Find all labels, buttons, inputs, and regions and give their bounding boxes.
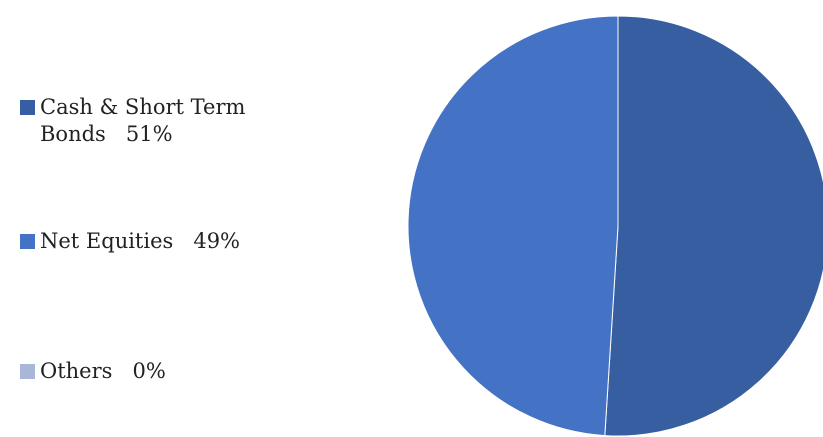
pie-slice-net-equities	[407, 15, 619, 437]
legend-text-cash-short-term-bonds: Cash & Short Term Bonds 51%	[40, 94, 245, 148]
legend-text-others: Others 0%	[40, 358, 166, 385]
legend-value-cash-short-term-bonds: 51%	[125, 122, 173, 146]
legend-text-net-equities: Net Equities 49%	[40, 228, 240, 255]
legend-value-net-equities: 49%	[193, 229, 241, 253]
legend-item-others: Others 0%	[20, 358, 166, 385]
legend-label-net-equities: Net Equities	[40, 229, 174, 253]
legend-item-net-equities: Net Equities 49%	[20, 228, 240, 255]
legend-value-others: 0%	[132, 359, 166, 383]
legend-label-others: Others	[40, 359, 113, 383]
legend-swatch-cash-short-term-bonds	[20, 100, 35, 115]
pie-slice-cash-short-term-bonds	[604, 15, 823, 437]
legend-swatch-others	[20, 364, 35, 379]
legend-label-cash-short-term-bonds: Cash & Short Term Bonds	[40, 95, 246, 146]
legend-swatch-net-equities	[20, 234, 35, 249]
legend-item-cash-short-term-bonds: Cash & Short Term Bonds 51%	[20, 94, 245, 148]
